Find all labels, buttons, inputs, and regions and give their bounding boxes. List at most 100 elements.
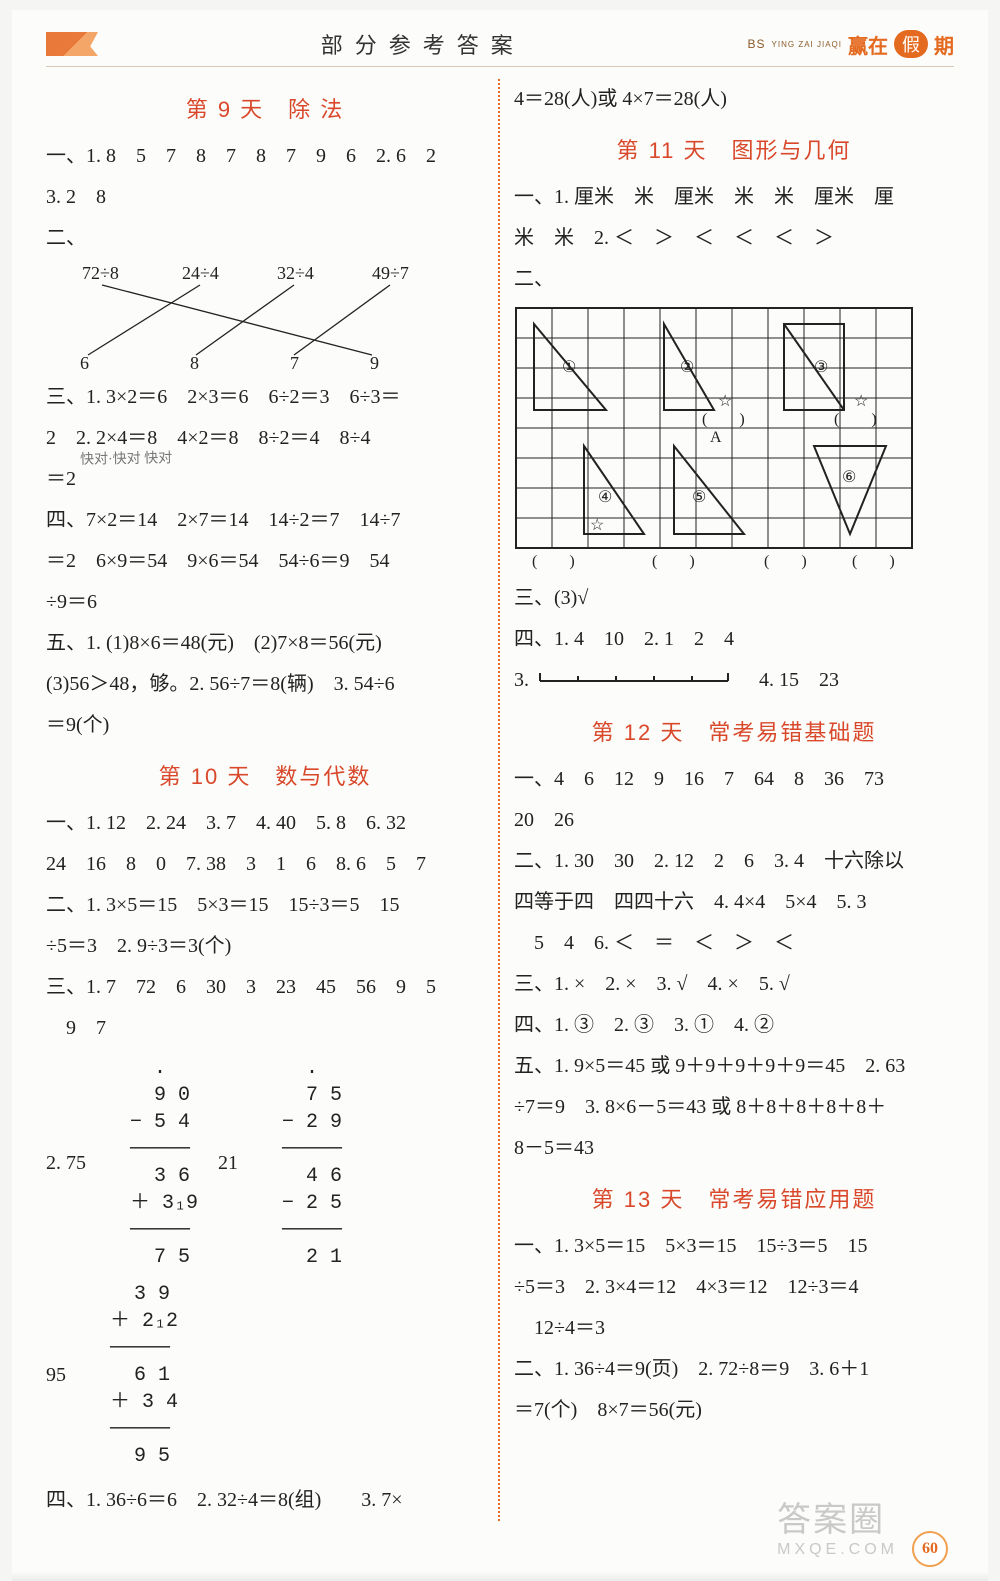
num: 6 bbox=[80, 353, 89, 373]
brand-oval: 假 bbox=[894, 30, 928, 58]
text-line: 五、1. 9×5＝45 或 9＋9＋9＋9＋9＝45 2. 63 bbox=[514, 1046, 954, 1087]
text-line: 9 7 bbox=[46, 1008, 484, 1049]
num: 7 bbox=[290, 353, 299, 373]
page-header: 部分参考答案 BS YING ZAI JIAQI 赢在 假 期 bbox=[46, 28, 954, 67]
text-line: 四、7×2＝14 2×7＝14 14÷2＝7 14÷7 bbox=[46, 500, 484, 541]
text-line: 二、1. 36÷4＝9(页) 2. 72÷8＝9 3. 6＋1 bbox=[514, 1349, 954, 1390]
text-line: ÷5＝3 2. 9÷3＝3(个) bbox=[46, 926, 484, 967]
day9-title: 第 9 天 除 法 bbox=[46, 87, 484, 132]
r6a: 3. bbox=[514, 669, 534, 691]
svg-text:( ): ( ) bbox=[532, 553, 575, 570]
vertical-calc: . 7 5 − 2 9 ───── 4 6 − 2 5 ───── 2 1 bbox=[258, 1055, 342, 1271]
shape-label: ④ bbox=[598, 489, 612, 506]
page-number-badge: 60 bbox=[912, 1531, 948, 1567]
text-line: 一、1. 12 2. 24 3. 7 4. 40 5. 8 6. 32 bbox=[46, 803, 484, 844]
vertical-calc: 3 9 ＋ 2₁2 ───── 6 1 ＋ 3 4 ───── 9 5 bbox=[86, 1281, 178, 1470]
text-line: 三、1. 3×2＝6 2×3＝6 6÷2＝3 6÷3＝ bbox=[46, 377, 484, 418]
text-line: 二、1. 30 30 2. 12 2 6 3. 4 十六除以 bbox=[514, 841, 954, 882]
svg-text:( ): ( ) bbox=[764, 553, 807, 570]
day11-title: 第 11 天 图形与几何 bbox=[514, 128, 954, 173]
text-line: 四、1. 4 10 2. 1 2 4 bbox=[514, 619, 954, 660]
text-line: (3)56＞48，够。2. 56÷7＝8(辆) 3. 54÷6 bbox=[46, 664, 484, 705]
watermark: 答案圈 MXQE.COM bbox=[777, 1492, 898, 1559]
pencil-scribble: 快对·快对 快对 bbox=[80, 447, 173, 469]
text-line: ÷5＝3 2. 3×4＝12 4×3＝12 12÷3＝4 bbox=[514, 1267, 954, 1308]
calc-lead: 2. 75 bbox=[46, 1143, 86, 1184]
star-icon: ☆ bbox=[590, 517, 604, 534]
brand-code: BS bbox=[748, 37, 766, 51]
text-line: ＝9(个) bbox=[46, 705, 484, 746]
crossline-diagram: 72÷8 24÷4 32÷4 49÷7 6 8 7 9 bbox=[72, 263, 452, 373]
left-column: 第 9 天 除 法 一、1. 8 5 7 8 7 8 7 9 6 2. 6 2 … bbox=[46, 79, 500, 1521]
corner-flag-icon bbox=[46, 32, 98, 56]
text-line: 24 16 8 0 7. 38 3 1 6 8. 6 5 7 bbox=[46, 844, 484, 885]
svg-text:( ): ( ) bbox=[834, 411, 877, 428]
star-icon: ☆ bbox=[854, 393, 868, 410]
brand-cn-2: 期 bbox=[934, 30, 954, 59]
calc-mid: 21 bbox=[218, 1143, 238, 1184]
text-line: ÷7＝9 3. 8×6－5＝43 或 8＋8＋8＋8＋8＋ bbox=[514, 1087, 954, 1128]
brand-pinyin: YING ZAI JIAQI bbox=[772, 40, 842, 49]
right-column: 4＝28(人)或 4×7＝28(人) 第 11 天 图形与几何 一、1. 厘米 … bbox=[500, 79, 954, 1521]
watermark-main: 答案圈 bbox=[777, 1501, 885, 1539]
text-line: 一、1. 厘米 米 厘米 米 米 厘米 厘 bbox=[514, 177, 954, 218]
text-line: 二、1. 3×5＝15 5×3＝15 15÷3＝5 15 bbox=[46, 885, 484, 926]
expr: 72÷8 bbox=[82, 263, 119, 283]
num: 9 bbox=[370, 353, 379, 373]
shape-label: ⑤ bbox=[692, 489, 706, 506]
text-line: 三、(3)√ bbox=[514, 578, 954, 619]
text-line: 一、4 6 12 9 16 7 64 8 36 73 bbox=[514, 759, 954, 800]
shape-label: ⑥ bbox=[842, 469, 856, 486]
text-line: ÷9＝6 bbox=[46, 582, 484, 623]
text-line: 一、1. 8 5 7 8 7 8 7 9 6 2. 6 2 bbox=[46, 136, 484, 177]
text-line: 四、1. 36÷6＝6 2. 32÷4＝8(组) 3. 7× bbox=[46, 1480, 484, 1521]
day13-title: 第 13 天 常考易错应用题 bbox=[514, 1177, 954, 1222]
text-line: ＝7(个) 8×7＝56(元) bbox=[514, 1390, 954, 1431]
text-line: 3. 2 8 bbox=[46, 177, 484, 218]
text-line: 二、 bbox=[514, 259, 954, 300]
text-line: 3. 4. 15 23 bbox=[514, 660, 954, 702]
svg-text:( ): ( ) bbox=[702, 411, 745, 428]
text-line: 三、1. × 2. × 3. √ 4. × 5. √ bbox=[514, 964, 954, 1005]
shape-label: ② bbox=[680, 359, 694, 376]
svg-text:( ): ( ) bbox=[652, 553, 695, 570]
watermark-sub: MXQE.COM bbox=[777, 1541, 898, 1559]
calc-lead: 95 bbox=[46, 1355, 66, 1396]
expr: 24÷4 bbox=[182, 263, 219, 283]
header-title: 部分参考答案 bbox=[321, 28, 525, 60]
a-label: A bbox=[710, 429, 722, 446]
text-line: 三、1. 7 72 6 30 3 23 45 56 9 5 bbox=[46, 967, 484, 1008]
shape-label: ① bbox=[562, 359, 576, 376]
shape-grid: ① ② ③ ④ ⑤ ⑥ ☆ ☆ ☆ A ( ) ( ) ( ) ( ) ( ) ( ) bbox=[514, 306, 924, 572]
brand-cn-1: 赢在 bbox=[848, 30, 888, 59]
day12-title: 第 12 天 常考易错基础题 bbox=[514, 710, 954, 755]
text-line: 20 26 bbox=[514, 800, 954, 841]
bottom-shadow bbox=[12, 1571, 988, 1581]
brand: BS YING ZAI JIAQI 赢在 假 期 bbox=[748, 30, 954, 59]
number-line-icon bbox=[534, 661, 734, 702]
text-line: 米 米 2. ＜ ＞ ＜ ＜ ＜ ＞ bbox=[514, 218, 954, 259]
page: 部分参考答案 BS YING ZAI JIAQI 赢在 假 期 第 9 天 除 … bbox=[12, 10, 988, 1581]
shape-label: ③ bbox=[814, 359, 828, 376]
day10-title: 第 10 天 数与代数 bbox=[46, 754, 484, 799]
expr: 49÷7 bbox=[372, 263, 409, 283]
text-line: 四、1. ③ 2. ③ 3. ① 4. ② bbox=[514, 1005, 954, 1046]
text-line: 4＝28(人)或 4×7＝28(人) bbox=[514, 79, 954, 120]
star-icon: ☆ bbox=[718, 393, 732, 410]
calc-block-1: 2. 75 . 9 0 − 5 4 ───── 3 6 ＋ 3₁9 ───── … bbox=[46, 1055, 484, 1271]
text-line: 五、1. (1)8×6＝48(元) (2)7×8＝56(元) bbox=[46, 623, 484, 664]
content-columns: 第 9 天 除 法 一、1. 8 5 7 8 7 8 7 9 6 2. 6 2 … bbox=[46, 79, 954, 1521]
text-line: 5 4 6. ＜ ＝ ＜ ＞ ＜ bbox=[514, 923, 954, 964]
text-line: 12÷4＝3 bbox=[514, 1308, 954, 1349]
text-line: ＝2 6×9＝54 9×6＝54 54÷6＝9 54 bbox=[46, 541, 484, 582]
text-line: 一、1. 3×5＝15 5×3＝15 15÷3＝5 15 bbox=[514, 1226, 954, 1267]
svg-text:( ): ( ) bbox=[852, 553, 895, 570]
r6b: 4. 15 23 bbox=[739, 669, 839, 691]
num: 8 bbox=[190, 353, 199, 373]
calc-block-2: 95 3 9 ＋ 2₁2 ───── 6 1 ＋ 3 4 ───── 9 5 bbox=[46, 1281, 484, 1470]
vertical-calc: . 9 0 − 5 4 ───── 3 6 ＋ 3₁9 ───── 7 5 bbox=[106, 1055, 198, 1271]
text-line: 四等于四 四四十六 4. 4×4 5×4 5. 3 bbox=[514, 882, 954, 923]
text-line: 二、 bbox=[46, 218, 484, 259]
expr: 32÷4 bbox=[277, 263, 314, 283]
text-line: 8－5＝43 bbox=[514, 1128, 954, 1169]
